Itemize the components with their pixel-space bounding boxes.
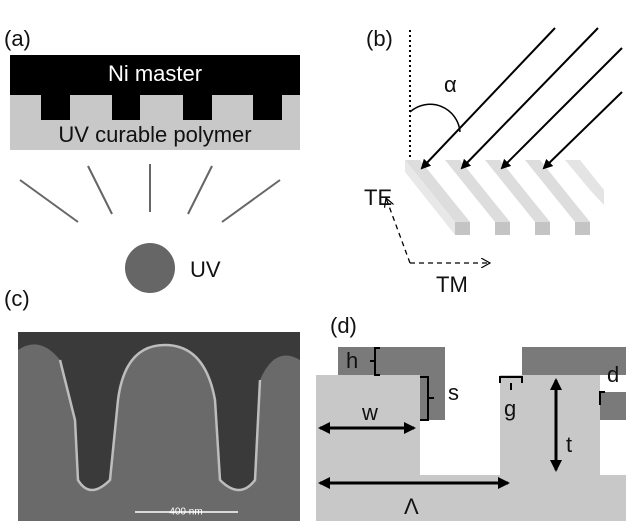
polymer-label: UV curable polymer [58, 122, 251, 147]
ray [462, 28, 598, 168]
ray [88, 166, 112, 214]
period-label: Λ [404, 494, 419, 519]
te-label: TE [364, 185, 392, 210]
figure: (a) Ni master UV curable polymer UV (b) … [0, 0, 626, 521]
d-label: d [607, 362, 619, 387]
substrate [316, 375, 626, 521]
panel-label: (c) [4, 286, 30, 311]
tm-label: TM [436, 272, 468, 297]
panel-c: (c) 400 nm [4, 286, 300, 521]
panel-d: (d) h s w g t d Λ [316, 313, 626, 521]
ray [222, 180, 280, 222]
angle-arc [410, 104, 460, 132]
panel-a: (a) Ni master UV curable polymer UV [4, 26, 300, 293]
grating-bar [535, 222, 550, 235]
ray [422, 28, 555, 168]
grating-bar [495, 222, 510, 235]
s-label: s [448, 380, 459, 405]
ray [20, 180, 78, 222]
scale-bar-label: 400 nm [169, 507, 202, 518]
panel-label: (b) [366, 26, 393, 51]
master-label: Ni master [108, 61, 202, 86]
h-label: h [346, 348, 358, 373]
panel-label: (a) [4, 26, 31, 51]
t-label: t [566, 432, 572, 457]
panel-b: (b) α TE TM [364, 26, 622, 297]
metal-side [600, 392, 626, 420]
w-label: w [361, 400, 378, 425]
te-arrow [386, 198, 410, 263]
panel-label: (d) [330, 313, 357, 338]
grating [405, 160, 604, 235]
angle-label: α [444, 72, 457, 97]
ray [544, 92, 622, 168]
grating-bar [455, 222, 470, 235]
page: {"panel_a": {"label": "(a)", "master": "… [0, 0, 626, 521]
uv-source [125, 243, 175, 293]
ray [188, 166, 212, 214]
uv-rays [20, 164, 280, 222]
grating-bar [565, 160, 604, 205]
incident-rays [422, 28, 622, 168]
grating-bar [575, 222, 590, 235]
uv-label: UV [190, 257, 221, 282]
g-label: g [504, 396, 516, 421]
